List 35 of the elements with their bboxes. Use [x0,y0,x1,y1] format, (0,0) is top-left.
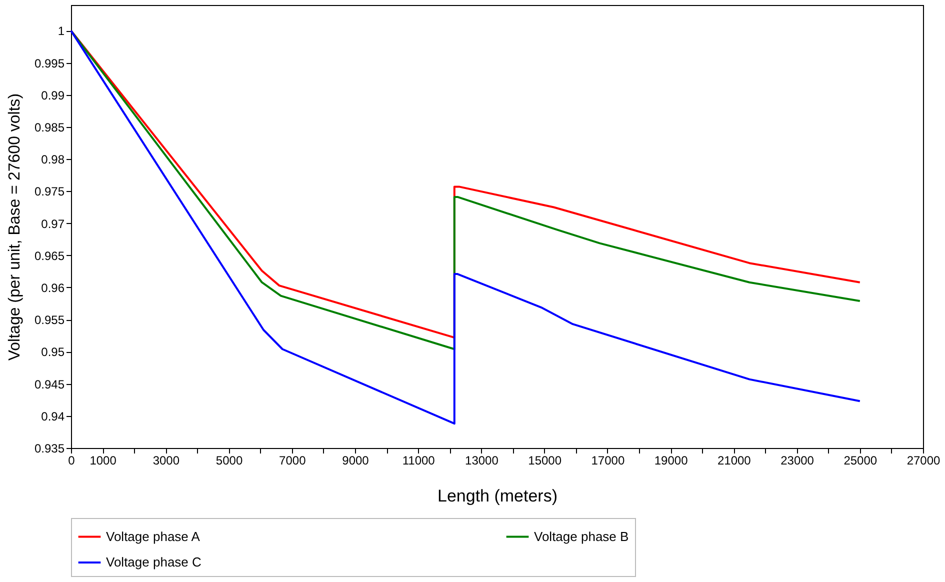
y-tick-label: 0.955 [34,313,65,328]
x-tick-label: 23000 [780,454,814,468]
x-tick-label: 1000 [90,454,117,468]
y-axis-title: Voltage (per unit, Base = 27600 volts) [6,93,24,361]
y-tick-label: 0.94 [41,409,65,424]
y-tick-label: 0.97 [41,216,65,231]
y-tick-label: 0.975 [34,184,65,199]
line-series [70,30,861,425]
x-tick-label: 7000 [279,454,306,468]
x-tick-label: 25000 [844,454,878,468]
y-tick-label: 0.96 [41,280,65,295]
x-tick-label: 3000 [152,454,180,468]
x-tick-label: 15000 [528,454,562,468]
y-tick-label: 0.945 [34,377,65,392]
x-tick-label: 19000 [654,454,688,468]
x-tick-label: 9000 [342,454,370,468]
x-tick-label: 27000 [906,454,941,468]
y-tick-label: 0.995 [34,56,65,70]
x-tick-label: 11000 [402,454,436,468]
x-tick-label: 0 [68,454,76,468]
y-tick-label: 0.965 [34,248,65,263]
y-tick-label: 0.985 [34,120,65,134]
y-tick-label: 0.935 [34,442,65,456]
x-tick-label: 13000 [465,454,499,468]
legend-label: Voltage phase A [106,528,200,544]
x-tick-label: 21000 [717,454,752,468]
y-tick-label: 0.98 [41,152,65,167]
x-axis-title: Length (meters) [438,486,558,506]
y-tick-label: 0.99 [41,88,65,102]
legend-label: Voltage phase B [534,528,629,544]
x-tick-label: 17000 [591,454,625,468]
x-tick-label: 5000 [216,454,243,468]
legend-label: Voltage phase C [106,554,202,570]
y-tick-label: 1 [58,24,65,38]
y-tick-label: 0.95 [41,345,65,360]
